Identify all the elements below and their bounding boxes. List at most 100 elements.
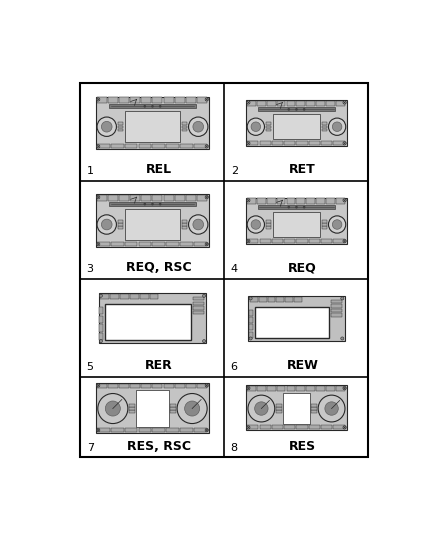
Bar [186, 98, 196, 103]
Bar [105, 304, 191, 341]
Bar [276, 297, 284, 302]
Bar [297, 198, 305, 204]
Bar [141, 98, 151, 103]
Bar [182, 128, 187, 131]
Bar [193, 302, 204, 305]
Bar [321, 223, 327, 225]
Bar [273, 212, 320, 237]
Bar [100, 294, 109, 299]
Bar [297, 386, 305, 391]
Bar [118, 220, 124, 223]
Bar [125, 144, 138, 148]
Bar [268, 297, 276, 302]
Bar [276, 405, 282, 407]
Bar [182, 223, 187, 225]
Bar [182, 123, 187, 125]
Bar [285, 297, 293, 302]
Text: 6: 6 [231, 362, 238, 372]
Bar [108, 384, 118, 388]
Circle shape [247, 239, 250, 243]
Bar [272, 425, 283, 429]
Circle shape [152, 204, 153, 205]
Bar [294, 297, 302, 302]
Bar [249, 324, 253, 330]
Text: 1: 1 [87, 166, 94, 176]
Circle shape [97, 215, 117, 234]
Circle shape [159, 204, 161, 205]
Circle shape [332, 122, 342, 132]
Circle shape [144, 204, 145, 205]
Bar [321, 128, 327, 131]
Bar [311, 407, 317, 410]
Circle shape [247, 118, 265, 135]
Circle shape [205, 144, 208, 148]
Text: RES: RES [289, 440, 316, 453]
Bar [333, 425, 345, 429]
Circle shape [205, 429, 208, 432]
Bar [259, 297, 267, 302]
Bar [321, 227, 327, 229]
Circle shape [325, 402, 338, 415]
Bar [249, 332, 253, 338]
Text: 2: 2 [231, 166, 238, 176]
Bar [109, 104, 196, 108]
Bar [138, 428, 151, 432]
Bar [152, 428, 165, 432]
Bar [284, 425, 295, 429]
Bar [297, 141, 307, 145]
Bar [175, 384, 184, 388]
Bar [194, 144, 207, 148]
Circle shape [188, 215, 208, 234]
Bar [166, 242, 179, 246]
Bar [247, 239, 258, 243]
Bar [118, 123, 124, 125]
Bar [249, 317, 253, 323]
Circle shape [296, 207, 297, 208]
Bar [247, 386, 256, 391]
Bar [97, 428, 110, 432]
Bar [111, 144, 124, 148]
Bar [138, 144, 151, 148]
Circle shape [205, 384, 208, 387]
Bar [311, 410, 317, 413]
Bar [125, 428, 138, 432]
Bar [326, 198, 335, 204]
Bar [97, 242, 110, 246]
Circle shape [193, 122, 204, 132]
Circle shape [96, 243, 100, 246]
Bar [267, 101, 276, 106]
Circle shape [249, 297, 252, 300]
Circle shape [205, 243, 208, 246]
Bar [246, 385, 347, 430]
Bar [186, 195, 196, 200]
Circle shape [304, 207, 305, 208]
Bar [286, 101, 295, 106]
Bar [97, 144, 110, 148]
Bar [272, 141, 283, 145]
Bar [331, 304, 342, 308]
Bar [246, 100, 347, 146]
Bar [306, 101, 315, 106]
Bar [170, 410, 176, 413]
Bar [257, 198, 266, 204]
Bar [120, 294, 129, 299]
Bar [130, 98, 140, 103]
Text: 4: 4 [231, 264, 238, 274]
Bar [186, 384, 196, 388]
Bar [193, 311, 204, 314]
Bar [266, 123, 272, 125]
Bar [266, 126, 272, 128]
Bar [333, 239, 345, 243]
Circle shape [202, 340, 205, 343]
Bar [194, 428, 207, 432]
Bar [163, 384, 173, 388]
Bar [129, 407, 135, 410]
Bar [108, 98, 118, 103]
Bar [333, 141, 345, 145]
Circle shape [193, 219, 204, 230]
Bar [257, 386, 266, 391]
Bar [321, 220, 327, 223]
Circle shape [288, 109, 290, 110]
Bar [111, 242, 124, 246]
Circle shape [177, 393, 207, 424]
